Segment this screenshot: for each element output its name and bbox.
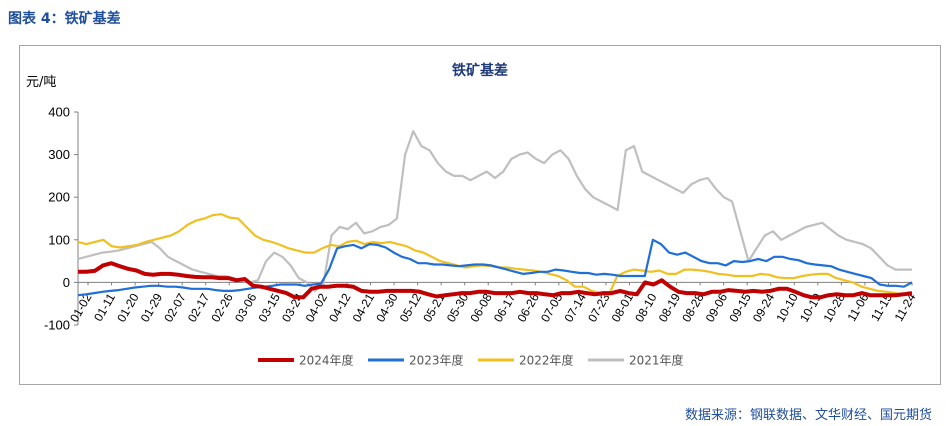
x-tick-label: 08-19 <box>656 291 684 325</box>
x-tick-label: 08-01 <box>609 291 637 325</box>
legend-label-2024: 2024年度 <box>299 353 354 368</box>
legend-label-2021: 2021年度 <box>629 353 684 368</box>
x-tick-label: 02-07 <box>161 291 189 325</box>
chart-frame <box>19 45 941 385</box>
x-tick-label: 02-17 <box>185 291 213 325</box>
x-tick-label: 03-06 <box>232 291 260 325</box>
x-tick-label: 04-12 <box>326 291 354 325</box>
x-tick-label: 03-15 <box>255 291 283 325</box>
x-tick-label: 04-21 <box>350 291 378 325</box>
x-tick-label: 01-29 <box>138 291 166 325</box>
series-line-2024 <box>78 261 913 300</box>
series-line-2023 <box>77 238 913 297</box>
x-tick-label: 01-11 <box>91 291 118 324</box>
x-tick-label: 07-14 <box>562 291 590 325</box>
x-tick-label: 09-24 <box>750 291 778 325</box>
x-tick-label: 02-26 <box>208 291 236 325</box>
series-line-2022 <box>77 213 913 297</box>
y-axis-unit: 元/吨 <box>26 75 56 90</box>
x-tick-label: 09-06 <box>703 291 731 325</box>
chart-title: 铁矿基差 <box>452 62 508 79</box>
y-tick-label: 400 <box>48 105 70 120</box>
y-tick-label: 100 <box>48 232 70 247</box>
x-tick-label: 06-17 <box>491 291 519 325</box>
x-tick-label: 01-20 <box>114 291 142 325</box>
legend-label-2023: 2023年度 <box>409 353 464 368</box>
x-tick-label: 06-08 <box>467 291 495 325</box>
source-note: 数据来源：钢联数据、文华财经、国元期货 <box>684 408 932 423</box>
y-tick-label: 200 <box>48 190 70 205</box>
y-tick-label: 0 <box>63 275 70 290</box>
figure-title: 图表 4：铁矿基差 <box>8 11 121 27</box>
y-tick-label: -100 <box>44 318 70 333</box>
y-tick-label: 300 <box>48 147 70 162</box>
x-tick-label: 04-30 <box>373 291 401 325</box>
x-tick-label: 05-12 <box>397 291 425 325</box>
x-tick-label: 09-15 <box>726 291 754 325</box>
x-tick-label: 10-10 <box>773 291 801 325</box>
x-tick-label: 06-26 <box>514 291 542 325</box>
legend-label-2022: 2022年度 <box>519 353 574 368</box>
